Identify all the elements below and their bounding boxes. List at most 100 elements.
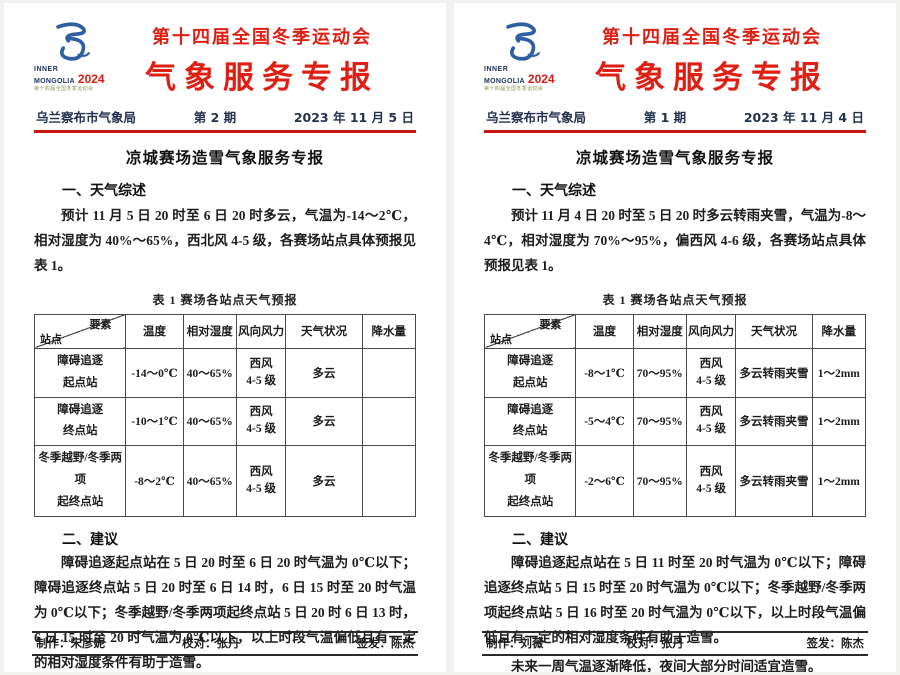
logo-year: 2024 [77,72,105,87]
col-header-humidity: 相对湿度 [182,313,237,349]
wind-value: 西风 4-5 级 [235,396,287,447]
weather-value: 多云 [285,347,363,398]
issue-date: 2023 年 11 月 5 日 [293,110,414,125]
section1-paragraph: 预计 11 月 4 日 20 时至 5 日 20 时多云转雨夹雪，气温为-8～4… [484,208,866,273]
weather-value: 多云 [285,445,363,517]
station-name: 冬季越野/冬季两项 起终点站 [483,445,577,517]
wind-value: 西风 4-5 级 [235,445,287,517]
logo-inner-text: INNER [484,66,509,73]
games-logo: INNER MONGOLIA 2024 第十四届全国冬季运动会 [34,19,126,92]
document-title: 凉城赛场造雪气象服务专报 [575,149,774,167]
issue-row: 乌兰察布市气象局 第 1 期 2023 年 11 月 4 日 [484,107,866,133]
footer-issuer: 签发：陈杰 [356,638,415,650]
snowflake-calligraphy-icon [56,22,90,61]
issue-number: 第 1 期 [643,110,687,125]
station-name: 障碍追逐 终点站 [483,396,577,447]
section1-paragraph: 预计 11 月 5 日 20 时至 6 日 20 时多云，气温为-14～2℃，相… [34,208,416,273]
precipitation-value: 1～2mm [811,347,867,398]
logo-tagline: 第十四届全国冬季运动会 [484,85,544,92]
temperature-value: -8～1℃ [575,347,634,398]
table-row: 障碍追逐 终点站 -5～4℃ 70～95% 西风 4-5 级 多云转雨夹雪 1～… [483,396,867,447]
precipitation-value: 1～2mm [811,445,867,517]
page-footer: 制作：宋彦妮 校对：张丹 签发：陈杰 [32,631,418,656]
bulletin-page-left: INNER MONGOLIA 2024 第十四届全国冬季运动会 第十四届全国冬季… [4,3,446,672]
section1-heading: 一、天气综述 [62,183,146,199]
issue-date: 2023 年 11 月 4 日 [743,110,864,125]
humidity-value: 70～95% [632,445,687,517]
col-header-wind: 风向风力 [685,313,737,349]
masthead: INNER MONGOLIA 2024 第十四届全国冬季运动会 第十四届全国冬季… [34,19,416,97]
section2-heading: 二、建议 [512,531,568,548]
agency-name: 乌兰察布市气象局 [36,110,137,125]
temperature-value: -10～1℃ [125,396,184,447]
table-row: 障碍追逐 起点站 -8～1℃ 70～95% 西风 4-5 级 多云转雨夹雪 1～… [483,347,867,398]
table-row: 冬季越野/冬季两项 起终点站 -8～2℃ 40～65% 西风 4-5 级 多云 [33,445,417,517]
weather-value: 多云转雨夹雪 [735,445,813,517]
humidity-value: 70～95% [632,347,687,398]
humidity-value: 40～65% [182,445,237,517]
table-caption: 表 1 赛场各站点天气预报 [152,292,298,307]
bulletin-page-right: INNER MONGOLIA 2024 第十四届全国冬季运动会 第十四届全国冬季… [454,3,896,672]
col-header-wind: 风向风力 [235,313,287,349]
corner-label-elements: 要素 [89,318,112,331]
table-row: 障碍追逐 终点站 -10～1℃ 40～65% 西风 4-5 级 多云 [33,396,417,447]
agency-name: 乌兰察布市气象局 [486,110,587,125]
logo-year: 2024 [527,72,555,87]
col-header-humidity: 相对湿度 [632,313,687,349]
col-header-temperature: 温度 [125,313,184,349]
table-caption: 表 1 赛场各站点天气预报 [602,292,748,307]
corner-header-cell: 要素 站点 [483,313,577,349]
footer-issuer: 签发：陈杰 [806,638,865,650]
footer-proofreader: 校对：张丹 [626,638,684,650]
temperature-value: -2～6℃ [575,445,634,517]
logo-mongolia-text: MONGOLIA [484,78,525,86]
col-header-weather: 天气状况 [735,313,813,349]
temperature-value: -8～2℃ [125,445,184,517]
event-title: 第十四届全国冬季运动会 [152,27,372,48]
temperature-value: -5～4℃ [575,396,634,447]
humidity-value: 40～65% [182,347,237,398]
wind-value: 西风 4-5 级 [685,396,737,447]
corner-label-station: 站点 [40,333,62,346]
wind-value: 西风 4-5 级 [685,347,737,398]
humidity-value: 40～65% [182,396,237,447]
section2-paragraph1: 障碍追逐起点站在 5 日 11 时至 20 时气温为 0℃以下；障碍追逐终点站 … [484,554,866,645]
forecast-table: 要素 站点 温度 相对湿度 风向风力 天气状况 降水量 障碍追逐 起点站 -8～… [483,313,867,517]
section1-heading: 一、天气综述 [512,183,596,199]
logo-tagline: 第十四届全国冬季运动会 [34,85,94,92]
games-logo: INNER MONGOLIA 2024 第十四届全国冬季运动会 [484,19,576,92]
table-row: 障碍追逐 起点站 -14～0℃ 40～65% 西风 4-5 级 多云 [33,347,417,398]
snowflake-calligraphy-icon [506,22,540,61]
col-header-temperature: 温度 [575,313,634,349]
station-name: 障碍追逐 终点站 [33,396,127,447]
table-row: 冬季越野/冬季两项 起终点站 -2～6℃ 70～95% 西风 4-5 级 多云转… [483,445,867,517]
masthead: INNER MONGOLIA 2024 第十四届全国冬季运动会 第十四届全国冬季… [484,19,866,97]
bulletin-title: 气象服务专报 [145,60,379,96]
corner-header-cell: 要素 站点 [33,313,127,349]
logo-inner-text: INNER [34,66,59,73]
weather-value: 多云转雨夹雪 [735,396,813,447]
footer-maker: 制作：宋彦妮 [36,638,105,650]
wind-value: 西风 4-5 级 [685,445,737,517]
precipitation-value: 1～2mm [811,396,867,447]
page-footer: 制作：刘薇 校对：张丹 签发：陈杰 [482,631,868,656]
corner-label-station: 站点 [490,333,512,346]
precipitation-value [361,445,417,517]
forecast-table: 要素 站点 温度 相对湿度 风向风力 天气状况 降水量 障碍追逐 起点站 -14… [33,313,417,517]
col-header-precipitation: 降水量 [361,313,417,349]
precipitation-value [361,347,417,398]
issue-row: 乌兰察布市气象局 第 2 期 2023 年 11 月 5 日 [34,107,416,133]
col-header-weather: 天气状况 [285,313,363,349]
station-name: 冬季越野/冬季两项 起终点站 [33,445,127,517]
issue-number: 第 2 期 [193,110,237,125]
station-name: 障碍追逐 起点站 [33,347,127,398]
table-header-row: 要素 站点 温度 相对湿度 风向风力 天气状况 降水量 [483,313,867,349]
event-title: 第十四届全国冬季运动会 [602,27,822,48]
section2-paragraph2: 未来一周气温逐渐降低，夜间大部分时间适宜造雪。 [511,658,822,672]
footer-maker: 制作：刘薇 [486,638,544,650]
weather-value: 多云 [285,396,363,447]
section2-paragraph1: 障碍追逐起点站在 5 日 20 时至 6 日 20 时气温为 0℃以下；障碍追逐… [34,554,416,670]
bulletin-title: 气象服务专报 [595,60,829,96]
wind-value: 西风 4-5 级 [235,347,287,398]
col-header-precipitation: 降水量 [811,313,867,349]
